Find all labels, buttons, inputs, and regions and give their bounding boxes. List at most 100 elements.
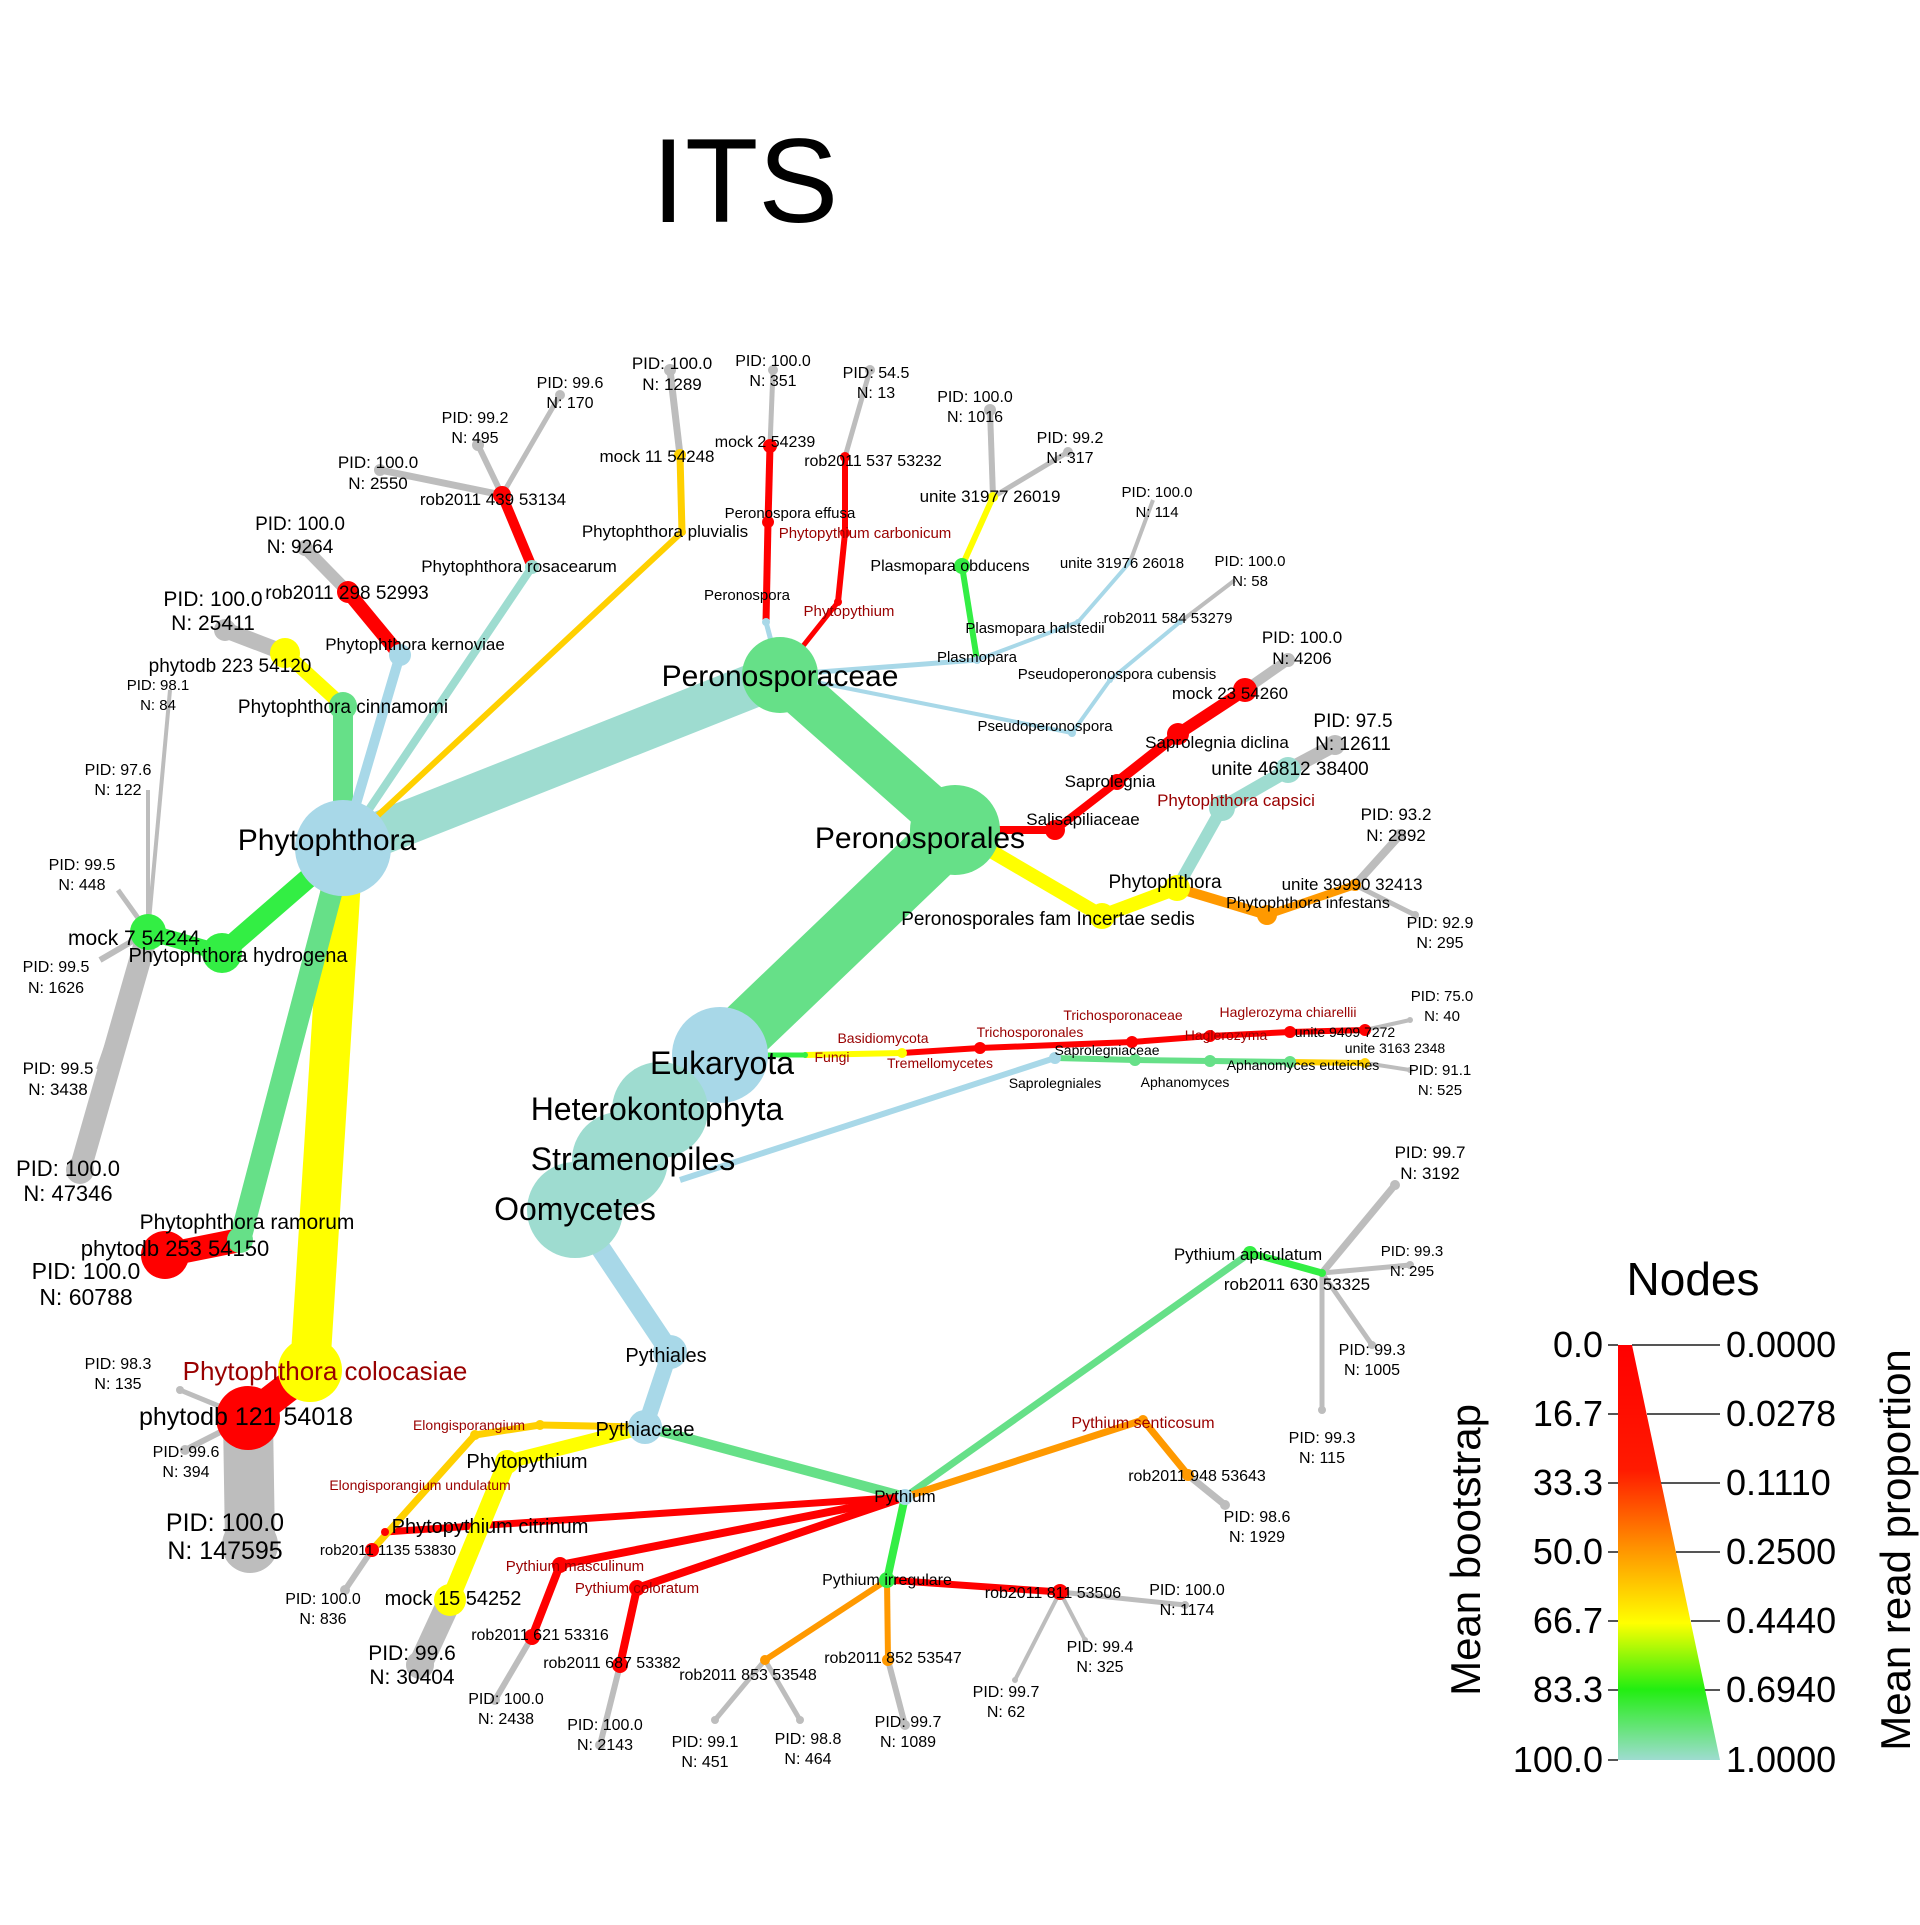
edge-phytophthora2-infestans [1175,883,1269,920]
leaf-pid: PID: 99.6 [153,1444,220,1461]
node-aphanomyces [1204,1055,1216,1067]
leaf-n: N: 1289 [642,375,702,394]
leaf-pid: PID: 100.0 [338,453,418,472]
bootstrap-tick-label: 100.0 [1513,1739,1603,1780]
bootstrap-tick-label: 66.7 [1533,1600,1603,1641]
edge-irregulare-rob852 [884,1579,891,1661]
leaf-n: N: 2892 [1366,826,1426,845]
node-ph-hydrogena [202,933,242,973]
label-phytodb121: phytodb 121 54018 [139,1403,353,1431]
leaf-n: N: 2438 [478,1711,534,1728]
label-basidio: Basidiomycota [837,1030,928,1046]
label-tricho: Trichosporonales [977,1024,1084,1040]
proportion-tick-label: 0.0278 [1726,1393,1836,1434]
leaf-tip [711,1716,719,1724]
leaf-tip [1390,1180,1400,1190]
leaf-tip [900,1720,910,1730]
edge-basidio-tricho [901,1045,981,1056]
leaf-n: N: 1929 [1229,1529,1285,1546]
leaf-tip [1406,1261,1414,1269]
node-pseudoper [1068,729,1076,737]
leaf-n: N: 1174 [1160,1602,1215,1619]
node-saproleg-ales [1049,1052,1061,1064]
node-rob948 [1182,1469,1194,1481]
label-plasmopara-obd: Plasmopara obducens [870,558,1029,575]
bootstrap-tick-label: 0.0 [1553,1324,1603,1365]
leaf-n: N: 12611 [1315,734,1391,755]
label-trichoceae: Trichosporonaceae [1063,1007,1183,1023]
leaf-n: N: 317 [1046,450,1093,467]
leaf-n: N: 3438 [28,1080,88,1099]
leaf-pid: PID: 100.0 [16,1156,120,1181]
leaf-tip [768,365,778,375]
leaf-tip [1012,1677,1018,1683]
leaf-n: N: 30404 [369,1666,455,1689]
node-pp-citrinum [381,1528,389,1536]
leaf-pid: PID: 100.0 [255,514,345,535]
edge-effusa-mock2 [764,445,774,523]
node-peronosporaceae [742,637,818,713]
edge-leaf [1364,1018,1411,1032]
label-peronospora: Peronospora [704,587,791,604]
edge-masculinum-rob621 [528,1563,564,1639]
leaf-n: N: 295 [1416,935,1463,952]
node-aphano-eut [1284,1056,1296,1068]
edge-undulatum-rob1135 [369,1432,478,1553]
edge-phytopythium-mock15 [441,1458,516,1604]
node-unite46812 [1275,757,1301,783]
leaf-pid: PID: 100.0 [1262,628,1342,647]
node-unite31976 [1127,559,1133,565]
label-rob811: rob2011 811 53506 [985,1585,1122,1602]
leaf-n: N: 47346 [23,1181,112,1206]
edge-leaf [842,369,873,458]
label-py-masc: Pythium masculinum [506,1558,644,1575]
node-mock23 [1233,678,1257,702]
label-rob852: rob2011 852 53547 [824,1650,962,1667]
node-oomycetes [527,1162,623,1258]
bootstrap-tick-label: 50.0 [1533,1531,1603,1572]
edge-leaf [713,1658,767,1722]
node-phytodb253 [141,1231,189,1279]
leaf-tip [796,1716,804,1724]
leaf-pid: PID: 100.0 [937,389,1013,406]
tree-nodes [66,364,1419,1750]
leaf-n: N: 325 [1076,1659,1123,1676]
leaf-tip [297,540,313,556]
leaf-pid: PID: 99.1 [672,1734,739,1751]
edge-pluvialis-mock11 [676,454,686,533]
node-elongi-und [470,1430,480,1440]
edge-pythium-irregulare [883,1496,909,1581]
leaf-tip [1082,1637,1088,1643]
node-phytopythium [495,1450,519,1474]
leaf-pid: PID: 99.5 [49,857,116,874]
leaf-tip [406,1651,434,1679]
node-ph-ramorum [227,1227,253,1253]
node-rob811 [1052,1584,1068,1600]
leaf-tip [472,439,484,451]
label-elongi-und: Elongisporangium undulatum [329,1477,510,1493]
leaf-pid: PID: 98.6 [1224,1509,1291,1526]
node-peronospora-effusa [762,516,774,528]
label-pythiaceae: Pythiaceae [596,1419,695,1441]
node-saprolegnia [1109,774,1125,790]
label-mock23: mock 23 54260 [1172,684,1288,703]
label-unite46812: unite 46812 38400 [1211,759,1368,780]
label-saproleg-ales: Saprolegniales [1009,1075,1102,1091]
leaf-n: N: 40 [1424,1008,1460,1025]
leaf-labels: PID: 100.0 N: 2550 PID: 99.2 N: 495 PID:… [16,353,1473,1771]
node-ph-capsici [1209,795,1235,821]
label-ph-capsici: Phytophthora capsici [1157,791,1315,810]
leaf-n: N: 147595 [167,1537,282,1565]
leaf-tip [555,390,565,400]
label-eukaryota: Eukaryota [650,1045,794,1081]
label-phytophthora2: Phytophthora [1108,872,1221,893]
node-plasmopara-hal [1075,619,1081,625]
leaf-pid: PID: 93.2 [1361,805,1432,824]
node-sap-diclina [1167,723,1189,745]
edge-senticosum-rob948 [1140,1417,1191,1478]
edge-leaf [1059,1589,1186,1608]
legend-gradient-wedge [1618,1345,1720,1760]
node-unite9409 [1359,1024,1371,1036]
edge-leaf [146,689,172,933]
